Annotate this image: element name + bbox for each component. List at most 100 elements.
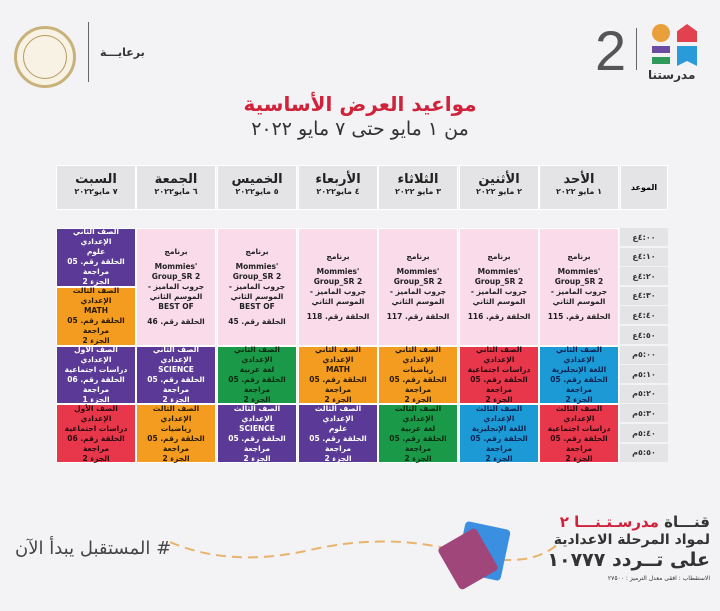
day-date: ٧ مايو٢٠٢٢ [74,187,118,196]
program-cell[interactable]: برنامج Mommies' Group_SR 2 جروب الماميز - … [539,228,619,346]
time-slot: ٤:٥٠ع [620,326,668,344]
cell-text: Mommies' Group_SR 2 [474,266,524,286]
program-cell[interactable]: الصف الثاني الإعدادي رياضيات الحلقة رقم. 0… [378,345,458,405]
program-cell[interactable]: الصف الثاني الإعدادي علوم الحلقة رقم. 05 م… [56,227,136,287]
reception-info: الاستقطاب : افقى معدل الترميز : ٢٧٥٠٠ [607,575,710,582]
time-slot: ٥:٥٠م [620,443,668,462]
cell-text: الجزء 2 [485,395,513,404]
program-cell[interactable]: برنامج Mommies' Group_SR 2 جروب الماميز - … [136,228,216,346]
cell-text: الجزء 2 [82,336,110,346]
day-header: الأحد ١ مايو ٢٠٢٢ [539,165,619,210]
channel-number-logo: 2 [595,19,627,82]
cell-text: الحلقة رقم. 05 مراجعة [228,375,286,394]
cell-text: الصف الثالث الإعدادي [475,403,523,423]
hashtag-slogan: # المستقبل يبدأ الآن [15,538,172,559]
cell-text: الجزء 2 [162,453,190,463]
cell-text: الحلقة رقم. 46 [147,316,205,326]
cell-text: الصف الثالث الإعدادي [152,403,200,423]
program-cell[interactable]: الصف الثاني الإعدادي SCIENCE الحلقة رقم. 0… [136,345,216,405]
cell-text: جروب الماميز - الموسم الثاني [550,286,608,306]
brand-name: مدرستنا [648,68,696,82]
cell-text: دراسات اجتماعية [64,423,128,433]
time-slot: ٤:٤٠ع [620,306,668,325]
program-cell[interactable]: برنامج Mommies' Group_SR 2 جروب الماميز - … [378,228,458,346]
cell-text: لغة عربية [239,365,275,374]
cell-text: الحلقة رقم. 45 [228,316,286,326]
day-date: ٤ مايو٢٠٢٢ [316,187,360,196]
cell-text: الصف الثاني الإعدادي [73,227,119,247]
program-cell[interactable]: الصف الثالث الإعدادي رياضيات الحلقة رقم. 0… [136,403,216,464]
cell-text: الجزء 2 [565,453,593,463]
program-cell[interactable]: الصف الثالث الإعدادي دراسات اجتماعية الحلق… [539,403,619,464]
day-date: ٣ مايو ٢٠٢٢ [395,187,441,196]
cell-text: الحلقة رقم. 05 مراجعة [470,375,528,394]
day-header: السبت ٧ مايو٢٠٢٢ [56,165,136,210]
cell-text: الحلقة رقم. 05 مراجعة [147,433,205,453]
cell-text: MATH [83,306,109,316]
cell-text: SCIENCE [239,423,275,433]
channel-name: مدرسـتـنـــا ٢ [559,513,659,531]
time-column-header: الموعد [630,183,658,192]
program-cell[interactable]: الصف الثالث الإعدادي SCIENCE الحلقة رقم. 0… [217,404,297,464]
time-slot: ٥:٢٠م [620,384,668,403]
program-cell[interactable]: الصف الثاني الإعدادي دراسات اجتماعية الحلق… [459,345,539,405]
sponsor-label: برعايـــة [100,46,145,59]
day-date: ٥ مايو٢٠٢٢ [235,187,279,196]
cell-text: دراسات اجتماعية [64,365,128,374]
cell-text: الحلقة رقم. 05 مراجعة [309,433,367,453]
program-cell[interactable]: الصف الثالث الإعدادي MATH الحلقة رقم. 05 م… [56,286,136,346]
cell-text: اللغة الإنجليزية [551,365,607,374]
program-cell[interactable]: الصف الثالث الإعدادي اللغة الإنجليزية الحل… [459,403,539,464]
cell-text: SCIENCE [158,365,194,374]
cell-text: MATH [325,365,351,374]
cell-text: الحلقة رقم. 05 مراجعة [147,375,205,394]
cell-text: رياضيات [402,365,434,374]
cell-text: الجزء 2 [82,453,110,463]
cell-text: الصف الثاني الإعدادي [153,345,199,364]
program-cell[interactable]: الصف الأول الإعدادي دراسات اجتماعية الحلقة… [56,345,136,405]
program-cell[interactable]: الصف الثاني الإعدادي اللغة الإنجليزية الحل… [539,345,619,405]
cell-text: الجزء 2 [324,453,352,463]
cell-text: BEST OF [158,301,194,311]
cell-text: Mommies' Group_SR 2 [554,266,604,286]
program-cell[interactable]: الصف الثالث الإعدادي علوم الحلقة رقم. 05 م… [298,404,378,464]
cell-text: لغة عربية [400,423,436,433]
cell-text: الصف الثاني الإعدادي [395,345,441,364]
cell-text: علوم [86,247,106,257]
cell-text: الجزء 2 [162,395,190,404]
cell-text: علوم [328,423,348,433]
channel-label: قنـــاة مدرسـتـنـــا ٢ [560,513,710,531]
day-name: الأربعاء [315,172,361,187]
cell-text: الحلقة رقم. 05 مراجعة [389,375,447,394]
cell-text: الجزء 2 [243,453,271,463]
cell-text: الحلقة رقم. 116 [467,311,531,321]
day-name: الخميس [231,172,283,187]
time-slot: ٤:٢٠ع [620,267,668,286]
cell-text: الحلقة رقم. 05 مراجعة [67,257,125,277]
time-slot: ٤:١٠ع [620,247,668,266]
cell-text: الجزء 2 [565,395,593,404]
program-cell[interactable]: برنامج Mommies' Group_SR 2 جروب الماميز - … [298,228,378,346]
cell-text: الصف الثالث الإعدادي [555,403,603,423]
page-title: مواعيد العرض الأساسية [243,92,477,116]
day-name: السبت [75,172,117,187]
day-name: الثلاثاء [397,172,439,187]
cell-text: برنامج [326,251,350,261]
cell-text: رياضيات [160,423,192,433]
program-cell[interactable]: الصف الأول الإعدادي دراسات اجتماعية الحلقة… [56,404,136,464]
program-cell[interactable]: الصف الثاني الإعدادي لغة عربية الحلقة رقم.… [217,345,297,405]
program-cell[interactable]: الصف الثالث الإعدادي لغة عربية الحلقة رقم.… [378,404,458,464]
cell-text: جروب الماميز - الموسم الثاني [470,286,528,306]
cell-text: برنامج [487,251,511,261]
program-cell[interactable]: برنامج Mommies' Group_SR 2 جروب الماميز - … [217,228,297,346]
cell-text: اللغة الإنجليزية [471,423,527,433]
cell-text: الصف الثاني الإعدادي [234,345,280,364]
cell-text: الحلقة رقم. 05 مراجعة [309,375,367,394]
cell-text: الجزء 2 [485,453,513,463]
cell-text: الصف الثالث الإعدادي [72,286,120,306]
program-cell[interactable]: الصف الثاني الإعدادي MATH الحلقة رقم. 05 م… [298,345,378,405]
time-slot: ٥:٤٠م [620,424,668,442]
program-cell[interactable]: برنامج Mommies' Group_SR 2 جروب الماميز - … [459,228,539,346]
cell-text: الصف الثاني الإعدادي [556,345,602,364]
cell-text: الحلقة رقم. 117 [386,311,450,321]
